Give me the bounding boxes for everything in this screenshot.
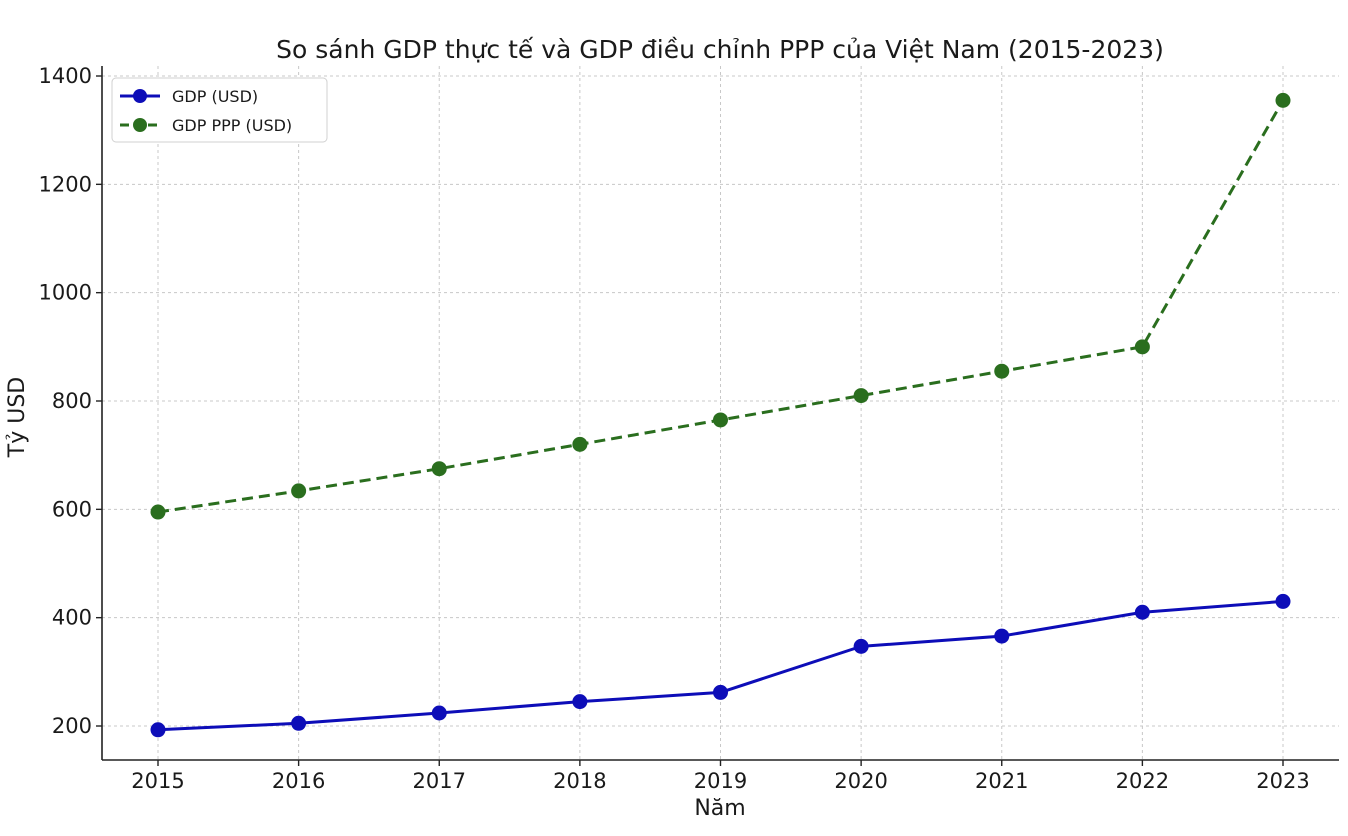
- legend-label: GDP (USD): [172, 87, 258, 106]
- data-point: [1134, 604, 1150, 620]
- data-point: [572, 694, 588, 710]
- y-tick-label: 1000: [39, 281, 92, 305]
- legend-item: GDP PPP (USD): [120, 116, 292, 135]
- chart-title: So sánh GDP thực tế và GDP điều chỉnh PP…: [276, 35, 1164, 64]
- legend-marker: [133, 118, 147, 132]
- data-point: [1275, 92, 1291, 108]
- y-tick-label: 1400: [39, 64, 92, 88]
- data-point: [994, 628, 1010, 644]
- x-tick-label: 2022: [1116, 769, 1169, 793]
- data-point: [291, 715, 307, 731]
- legend-item: GDP (USD): [120, 87, 258, 106]
- x-axis-label: Năm: [694, 796, 745, 821]
- data-point: [853, 388, 869, 404]
- y-tick-label: 400: [52, 606, 92, 630]
- x-tick-label: 2019: [694, 769, 747, 793]
- axes: [96, 66, 1339, 766]
- y-tick-label: 200: [52, 714, 92, 738]
- data-point: [713, 684, 728, 700]
- x-tick-label: 2018: [553, 769, 606, 793]
- data-point: [431, 705, 447, 721]
- data-point: [1275, 593, 1291, 609]
- x-tick-label: 2015: [131, 769, 184, 793]
- data-point: [853, 638, 869, 654]
- data-point: [150, 504, 166, 520]
- y-axis-label: Tỷ USD: [5, 377, 30, 458]
- y-tick-label: 800: [52, 389, 92, 413]
- data-point: [291, 483, 307, 499]
- data-point: [713, 412, 728, 428]
- legend-label: GDP PPP (USD): [172, 116, 292, 135]
- legend-marker: [133, 89, 147, 103]
- x-tick-label: 2017: [413, 769, 466, 793]
- tick-labels: 2015 2016 2017 2018 2019 2020 2021 2022 2023 200 4…: [39, 64, 1310, 793]
- data-point: [150, 722, 166, 738]
- legend: GDP (USD) GDP PPP (USD): [111, 77, 328, 143]
- series-0: [150, 593, 1291, 738]
- legend-box: [111, 77, 328, 143]
- data-point: [572, 436, 588, 452]
- x-tick-label: 2021: [975, 769, 1028, 793]
- data-point: [994, 363, 1010, 379]
- series-1: [150, 92, 1291, 520]
- x-tick-label: 2023: [1256, 769, 1309, 793]
- x-tick-label: 2020: [834, 769, 887, 793]
- data-series: [150, 92, 1291, 738]
- data-point: [1134, 339, 1150, 355]
- x-tick-label: 2016: [272, 769, 325, 793]
- y-tick-label: 600: [52, 497, 92, 521]
- data-point: [431, 461, 447, 477]
- y-tick-label: 1200: [39, 172, 92, 196]
- grid-lines: [102, 66, 1339, 760]
